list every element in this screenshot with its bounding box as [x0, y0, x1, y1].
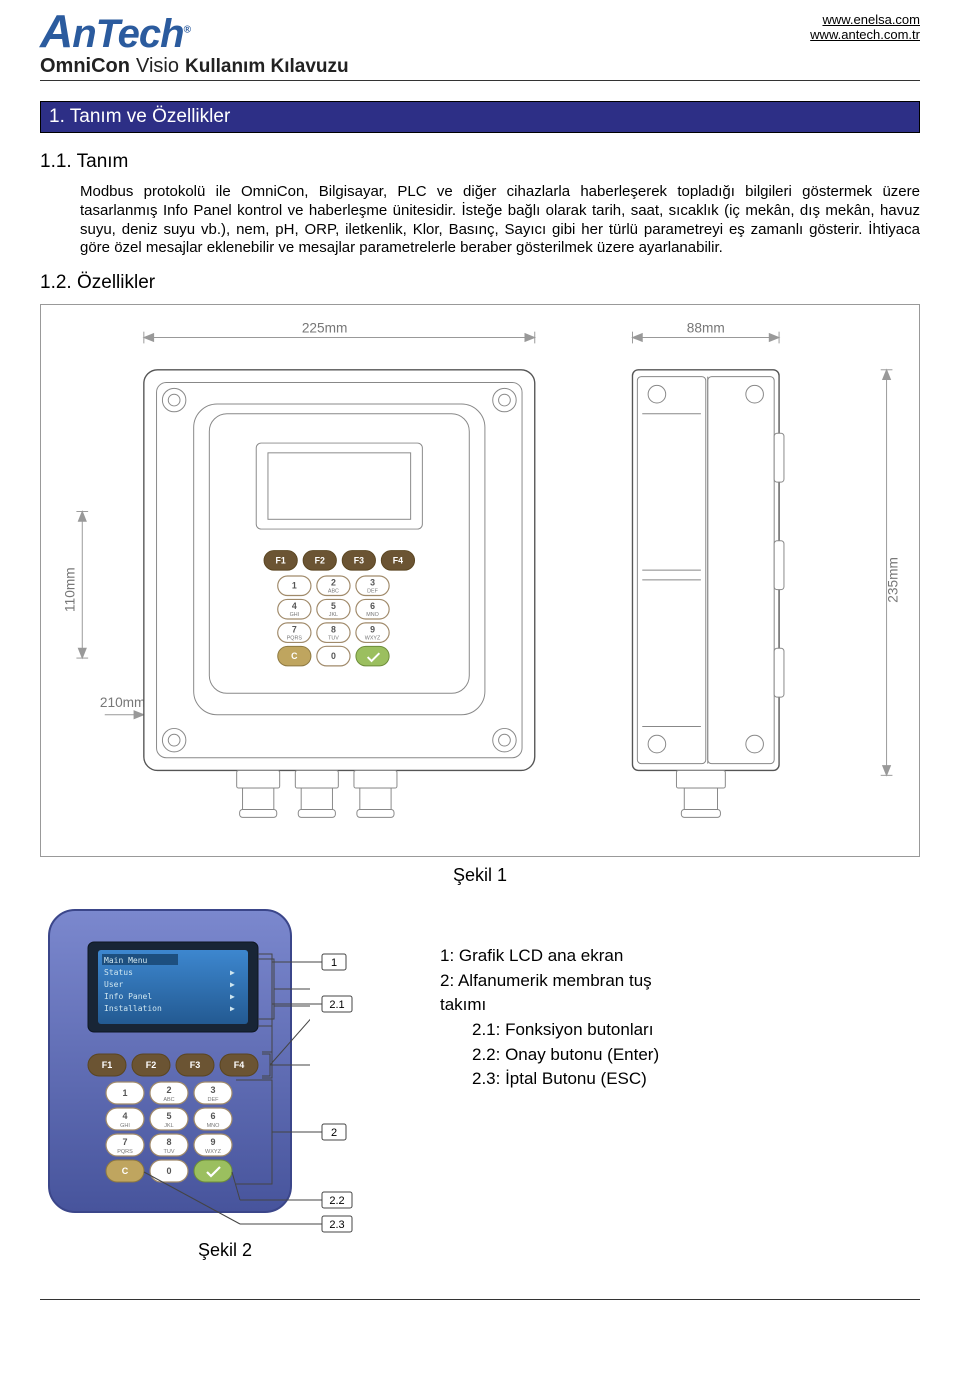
figure-1-caption: Şekil 1 — [40, 865, 920, 886]
brand-rest: nTech — [72, 12, 183, 56]
technical-drawing-svg: 225mm 88mm 110mm 235mm 210mm — [51, 315, 911, 835]
svg-text:PQRS: PQRS — [117, 1149, 133, 1155]
svg-text:5: 5 — [331, 601, 336, 611]
technical-drawing-frame: 225mm 88mm 110mm 235mm 210mm — [40, 304, 920, 857]
subtitle-doc: Kullanım Kılavuzu — [185, 56, 349, 78]
svg-text:WXYZ: WXYZ — [205, 1149, 222, 1155]
svg-text:2.1: 2.1 — [329, 999, 344, 1011]
svg-text:JKL: JKL — [329, 612, 338, 618]
legend-2-1: 2.1: Fonksiyon butonları — [440, 1018, 659, 1043]
svg-text:GHI: GHI — [120, 1123, 130, 1129]
svg-text:F4: F4 — [234, 1060, 245, 1070]
brand-registered: ® — [184, 25, 190, 36]
svg-text:9: 9 — [210, 1137, 215, 1147]
svg-text:7: 7 — [292, 625, 297, 635]
side-view — [632, 370, 783, 818]
svg-text:F2: F2 — [146, 1060, 157, 1070]
svg-text:MNO: MNO — [366, 612, 379, 618]
svg-text:1: 1 — [331, 957, 337, 969]
svg-text:TUV: TUV — [328, 636, 339, 642]
svg-text:F4: F4 — [393, 555, 403, 565]
dim-88: 88mm — [687, 321, 725, 336]
svg-text:Main Menu: Main Menu — [104, 956, 148, 965]
svg-text:DEF: DEF — [367, 589, 378, 595]
svg-text:6: 6 — [210, 1111, 215, 1121]
lower-row: Main Menu Status User Info Panel Install… — [40, 904, 920, 1279]
legend-2-2: 2.2: Onay butonu (Enter) — [440, 1043, 659, 1068]
para-1-1: Modbus protokolü ile OmniCon, Bilgisayar… — [80, 183, 920, 258]
svg-text:1: 1 — [122, 1088, 127, 1098]
svg-text:▶: ▶ — [230, 992, 235, 1001]
svg-text:TUV: TUV — [164, 1149, 175, 1155]
svg-text:ABC: ABC — [163, 1097, 174, 1103]
dim-110: 110mm — [62, 567, 77, 612]
subtitle-model: Visio — [136, 55, 179, 78]
svg-text:F3: F3 — [190, 1060, 201, 1070]
front-cable-glands — [237, 771, 397, 818]
svg-text:0: 0 — [166, 1166, 171, 1176]
svg-text:3: 3 — [210, 1085, 215, 1095]
svg-text:9: 9 — [370, 625, 375, 635]
subtitle-row: OmniCon Visio Kullanım Kılavuzu — [40, 55, 920, 81]
component-legend: 1: Grafik LCD ana ekran 2: Alfanumerik m… — [440, 904, 659, 1092]
svg-text:6: 6 — [370, 601, 375, 611]
svg-text:DEF: DEF — [208, 1097, 220, 1103]
figure-2-caption: Şekil 2 — [40, 1240, 410, 1261]
device-rendering: Main Menu Status User Info Panel Install… — [40, 904, 410, 1279]
svg-text:8: 8 — [331, 625, 336, 635]
section-bar-1: 1. Tanım ve Özellikler — [40, 101, 920, 133]
dim-225: 225mm — [302, 321, 348, 336]
svg-text:▶: ▶ — [230, 968, 235, 977]
brand-logo: AnTech® — [40, 12, 190, 51]
svg-text:WXYZ: WXYZ — [365, 636, 381, 642]
svg-text:GHI: GHI — [290, 612, 300, 618]
subheading-1-1: 1.1. Tanım — [40, 151, 920, 173]
dim-235: 235mm — [885, 557, 900, 603]
svg-text:C: C — [122, 1166, 129, 1176]
header-urls: www.enelsa.com www.antech.com.tr — [810, 12, 920, 42]
legend-2b: takımı — [440, 993, 659, 1018]
svg-text:2: 2 — [166, 1085, 171, 1095]
svg-text:3: 3 — [370, 578, 375, 588]
svg-text:4: 4 — [292, 601, 297, 611]
svg-text:MNO: MNO — [207, 1123, 221, 1129]
legend-1: 1: Grafik LCD ana ekran — [440, 944, 659, 969]
brand-initial: A — [40, 5, 72, 57]
svg-text:2.3: 2.3 — [329, 1219, 344, 1231]
svg-text:7: 7 — [122, 1137, 127, 1147]
svg-text:0: 0 — [331, 651, 336, 661]
svg-text:F2: F2 — [315, 555, 325, 565]
dim-210: 210mm — [100, 695, 146, 710]
brand-text: AnTech® — [40, 12, 190, 51]
svg-text:▶: ▶ — [230, 980, 235, 989]
svg-text:8: 8 — [166, 1137, 171, 1147]
svg-text:C: C — [291, 651, 298, 661]
svg-text:2: 2 — [331, 1127, 337, 1139]
svg-text:1: 1 — [292, 581, 297, 591]
svg-text:2: 2 — [331, 578, 336, 588]
svg-text:F1: F1 — [276, 555, 286, 565]
svg-text:5: 5 — [166, 1111, 171, 1121]
page-header: AnTech® www.enelsa.com www.antech.com.tr — [40, 12, 920, 51]
svg-text:▶: ▶ — [230, 1004, 235, 1013]
svg-text:ABC: ABC — [328, 589, 339, 595]
svg-text:4: 4 — [122, 1111, 127, 1121]
svg-text:F1: F1 — [102, 1060, 113, 1070]
subtitle-product: OmniCon — [40, 55, 130, 78]
svg-text:User: User — [104, 980, 123, 989]
svg-text:Info Panel: Info Panel — [104, 992, 152, 1001]
svg-text:JKL: JKL — [164, 1123, 173, 1129]
svg-text:Status: Status — [104, 968, 133, 977]
legend-2-3: 2.3: İptal Butonu (ESC) — [440, 1067, 659, 1092]
svg-text:F3: F3 — [354, 555, 364, 565]
svg-text:2.2: 2.2 — [329, 1195, 344, 1207]
svg-text:PQRS: PQRS — [287, 636, 303, 642]
footer-rule — [40, 1299, 920, 1300]
legend-2: 2: Alfanumerik membran tuş — [440, 969, 659, 994]
url-antech[interactable]: www.antech.com.tr — [810, 27, 920, 42]
svg-text:Installation: Installation — [104, 1004, 162, 1013]
url-enelsa[interactable]: www.enelsa.com — [822, 12, 920, 27]
subheading-1-2: 1.2. Özellikler — [40, 272, 920, 294]
